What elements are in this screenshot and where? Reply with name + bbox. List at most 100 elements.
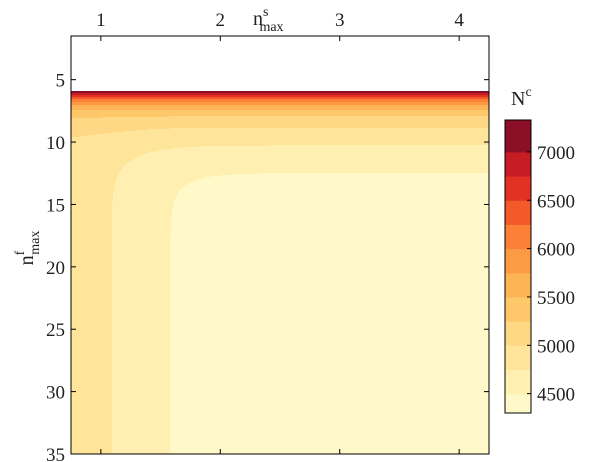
contour-band	[71, 398, 113, 400]
contour-band	[71, 126, 489, 128]
contour-band	[71, 253, 113, 255]
contour-band	[71, 320, 113, 322]
contour-band	[112, 334, 171, 336]
contour-band	[170, 259, 489, 261]
contour-band	[71, 110, 489, 112]
contour-band	[71, 315, 113, 317]
contour-band	[170, 284, 489, 286]
contour-band	[71, 91, 489, 93]
contour-band	[71, 193, 114, 195]
contour-band	[112, 252, 171, 254]
contour-band	[112, 423, 171, 425]
contour-band	[71, 283, 113, 285]
contour-band	[170, 234, 489, 236]
contour-band	[112, 363, 171, 365]
contour-band	[170, 377, 489, 379]
contour-band	[112, 286, 171, 288]
contour-band	[170, 286, 489, 288]
contour-band	[71, 408, 113, 410]
contour-band	[114, 187, 184, 189]
contour-band	[170, 342, 489, 344]
contour-band	[71, 285, 113, 287]
contour-band	[112, 429, 171, 431]
contour-band	[114, 190, 181, 192]
contour-band	[71, 260, 113, 262]
contour-band	[71, 347, 113, 349]
contour-band	[71, 158, 136, 160]
contour-band	[71, 333, 113, 335]
contour-band	[170, 448, 489, 450]
contour-band	[71, 268, 113, 270]
contour-band	[71, 168, 124, 170]
contour-band	[71, 343, 113, 345]
contour-band	[71, 149, 166, 151]
contour-band	[71, 330, 113, 332]
contour-band	[71, 102, 489, 104]
contour-band	[71, 319, 113, 321]
contour-band	[71, 353, 113, 355]
contour-band	[71, 430, 113, 432]
contour-band	[170, 325, 489, 327]
contour-band	[170, 421, 489, 423]
contour-band	[112, 402, 171, 404]
contour-band	[170, 411, 489, 413]
contour-band	[71, 436, 113, 438]
contour-band	[126, 164, 489, 166]
contour-band	[71, 369, 113, 371]
contour-band	[71, 94, 489, 96]
contour-band	[170, 422, 489, 424]
contour-band	[170, 339, 489, 341]
contour-band	[71, 125, 489, 127]
contour-band	[112, 394, 171, 396]
contour-band	[170, 242, 489, 244]
contour-band	[112, 365, 171, 367]
contour-band	[112, 355, 171, 357]
contour-band	[112, 430, 171, 432]
contour-band	[170, 413, 489, 415]
contour-band	[144, 154, 489, 156]
contour-band	[112, 387, 171, 389]
contour-band	[127, 163, 489, 165]
contour-band	[170, 236, 489, 238]
contour-band	[170, 295, 489, 297]
contour-band	[71, 164, 127, 166]
colorbar-band	[505, 321, 531, 346]
contour-band	[170, 403, 489, 405]
contour-band	[71, 442, 113, 444]
contour-band	[112, 210, 173, 212]
contour-band	[212, 176, 489, 178]
contour-band	[71, 153, 148, 155]
contour-band	[170, 355, 489, 357]
contour-band	[170, 437, 489, 439]
contour-band	[71, 424, 113, 426]
contour-band	[112, 424, 171, 426]
contour-band	[112, 438, 171, 440]
contour-band	[174, 200, 489, 202]
contour-band	[96, 134, 489, 136]
contour-band	[113, 197, 177, 199]
contour-band	[71, 334, 113, 336]
contour-band	[112, 345, 171, 347]
contour-band	[112, 376, 171, 378]
contour-band	[112, 327, 171, 329]
contour-band	[112, 343, 171, 345]
contour-band	[112, 251, 171, 253]
contour-band	[71, 299, 113, 301]
contour-band	[123, 167, 489, 169]
contour-band	[183, 187, 489, 189]
contour-band	[71, 308, 113, 310]
contour-band	[71, 122, 489, 124]
contour-band	[112, 311, 171, 313]
contour-band	[171, 217, 489, 219]
contour-band	[71, 218, 113, 220]
contour-band	[71, 414, 113, 416]
contour-band	[71, 221, 113, 223]
contour-band	[112, 427, 171, 429]
contour-band	[184, 186, 489, 188]
colorbar-band	[505, 272, 531, 298]
contour-band	[202, 178, 489, 180]
contour-band	[71, 393, 113, 395]
contour-band	[71, 405, 113, 407]
contour-band	[71, 198, 114, 200]
contour-band	[112, 366, 171, 368]
